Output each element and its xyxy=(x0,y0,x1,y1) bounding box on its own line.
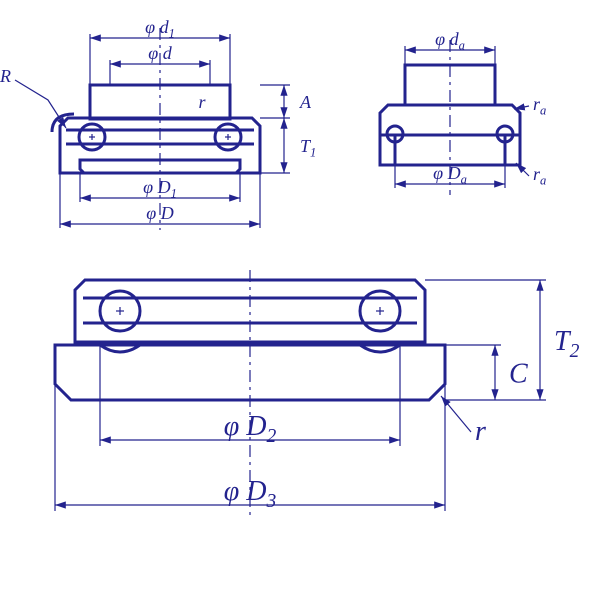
dim-phi-d: φ d xyxy=(148,43,172,63)
dim-C: C xyxy=(509,358,528,389)
label-r-top: r xyxy=(198,92,206,112)
label-r-bottom: r xyxy=(475,416,486,447)
dim-phi-D: φ D xyxy=(146,203,173,223)
label-R: R xyxy=(0,66,11,86)
dim-A: A xyxy=(299,92,312,112)
